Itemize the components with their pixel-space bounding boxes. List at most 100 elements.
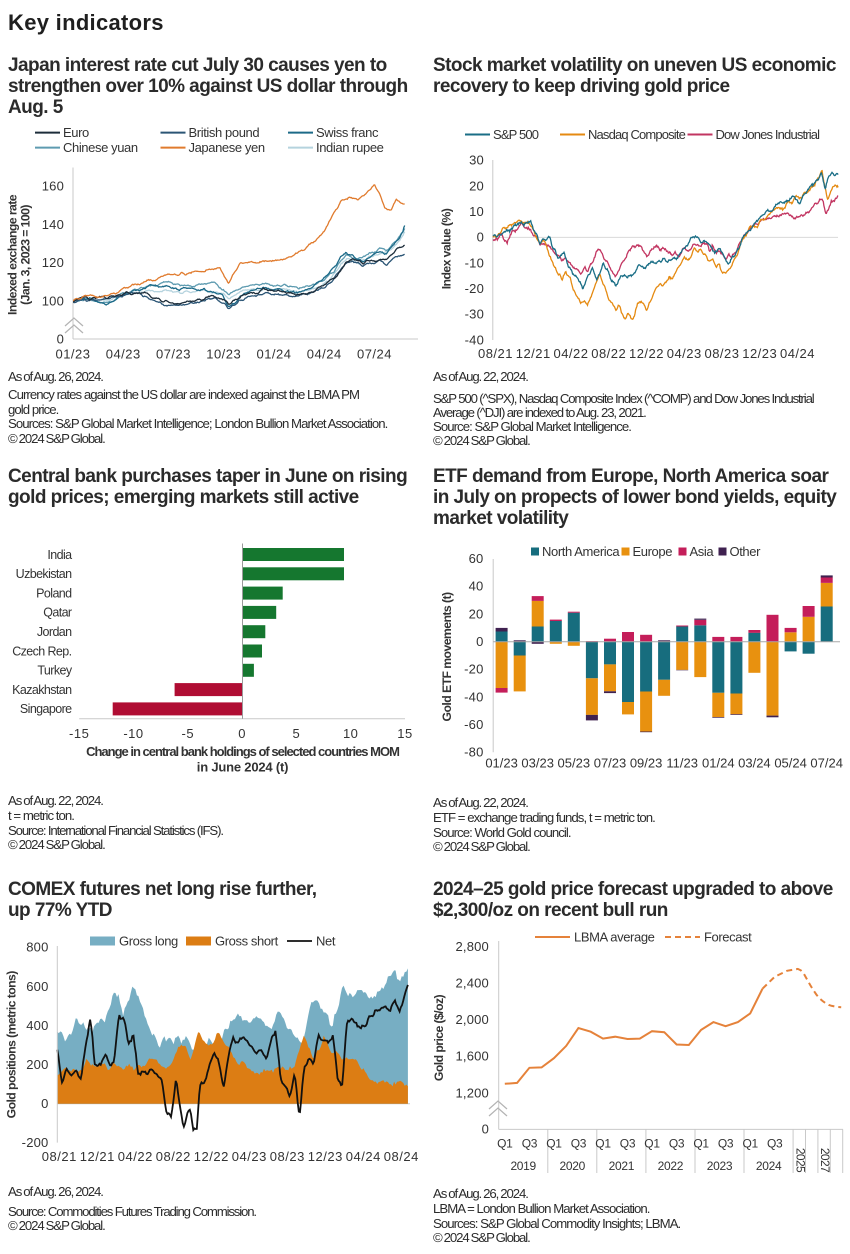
svg-text:Gold positions (metric tons): Gold positions (metric tons) xyxy=(4,971,18,1119)
svg-text:Europe: Europe xyxy=(633,544,673,559)
svg-text:12/21: 12/21 xyxy=(80,1149,115,1164)
svg-text:12/22: 12/22 xyxy=(629,346,664,361)
svg-text:10: 10 xyxy=(343,726,358,741)
svg-text:Turkey: Turkey xyxy=(37,664,72,678)
svg-text:200: 200 xyxy=(26,1057,48,1072)
svg-text:Gross short: Gross short xyxy=(215,933,279,948)
svg-text:-10: -10 xyxy=(123,726,143,741)
svg-text:08/23: 08/23 xyxy=(270,1149,305,1164)
svg-text:-200: -200 xyxy=(22,1135,49,1150)
svg-text:0: 0 xyxy=(482,1122,489,1137)
svg-text:01/24: 01/24 xyxy=(702,756,735,771)
svg-text:01/23: 01/23 xyxy=(55,347,90,362)
svg-text:Uzbekistan: Uzbekistan xyxy=(16,567,72,581)
svg-text:0: 0 xyxy=(57,332,64,347)
svg-text:2027: 2027 xyxy=(818,1148,832,1173)
svg-text:07/23: 07/23 xyxy=(156,347,191,362)
svg-text:2022: 2022 xyxy=(658,1159,684,1173)
svg-text:Q3: Q3 xyxy=(669,1136,685,1150)
svg-text:40: 40 xyxy=(469,579,484,594)
svg-text:Q1: Q1 xyxy=(546,1136,562,1150)
svg-text:Q1: Q1 xyxy=(595,1136,611,1150)
svg-text:North America: North America xyxy=(542,544,620,559)
svg-text:Poland: Poland xyxy=(36,586,72,600)
svg-text:03/23: 03/23 xyxy=(521,756,554,771)
svg-text:Nasdaq Composite: Nasdaq Composite xyxy=(588,127,686,142)
svg-text:04/23: 04/23 xyxy=(667,346,702,361)
svg-text:Q1: Q1 xyxy=(742,1136,758,1150)
svg-text:12/23: 12/23 xyxy=(742,346,777,361)
svg-text:-60: -60 xyxy=(464,717,483,732)
svg-text:20: 20 xyxy=(469,178,484,193)
svg-text:-80: -80 xyxy=(464,745,483,760)
svg-text:S&P 500: S&P 500 xyxy=(493,127,539,142)
svg-text:Q3: Q3 xyxy=(718,1136,734,1150)
svg-text:2024: 2024 xyxy=(756,1159,782,1173)
svg-text:Q1: Q1 xyxy=(497,1136,513,1150)
svg-text:20: 20 xyxy=(469,606,484,621)
svg-text:05/23: 05/23 xyxy=(558,756,591,771)
svg-text:Net: Net xyxy=(316,933,336,948)
svg-text:04/23: 04/23 xyxy=(106,347,141,362)
svg-text:05/24: 05/24 xyxy=(774,756,807,771)
svg-text:0: 0 xyxy=(41,1096,48,1111)
svg-text:Q3: Q3 xyxy=(522,1136,538,1150)
svg-text:08/22: 08/22 xyxy=(591,346,626,361)
svg-text:Gross long: Gross long xyxy=(119,933,178,948)
svg-text:08/23: 08/23 xyxy=(704,346,739,361)
svg-text:Czech Rep.: Czech Rep. xyxy=(12,644,71,658)
svg-text:Change in central bank holding: Change in central bank holdings of selec… xyxy=(86,744,399,759)
svg-text:Other: Other xyxy=(730,544,762,559)
svg-text:04/22: 04/22 xyxy=(118,1149,153,1164)
svg-text:03/24: 03/24 xyxy=(738,756,771,771)
svg-text:Q3: Q3 xyxy=(767,1136,783,1150)
svg-text:60: 60 xyxy=(469,551,484,566)
svg-text:-5: -5 xyxy=(182,726,195,741)
svg-text:Gold price ($/oz): Gold price ($/oz) xyxy=(432,994,446,1081)
svg-text:in June 2024 (t): in June 2024 (t) xyxy=(197,760,288,775)
svg-text:12/21: 12/21 xyxy=(516,346,551,361)
svg-text:04/24: 04/24 xyxy=(307,347,342,362)
svg-text:08/24: 08/24 xyxy=(384,1149,419,1164)
svg-text:04/22: 04/22 xyxy=(553,346,588,361)
svg-text:09/23: 09/23 xyxy=(630,756,663,771)
svg-text:0: 0 xyxy=(476,634,483,649)
svg-text:India: India xyxy=(47,548,72,562)
svg-text:1,600: 1,600 xyxy=(455,1049,489,1064)
svg-text:5: 5 xyxy=(293,726,301,741)
svg-text:120: 120 xyxy=(42,255,64,270)
svg-text:-40: -40 xyxy=(465,332,484,347)
svg-text:160: 160 xyxy=(42,179,64,194)
svg-text:30: 30 xyxy=(469,153,484,168)
svg-text:1,200: 1,200 xyxy=(455,1085,489,1100)
svg-text:400: 400 xyxy=(26,1018,48,1033)
svg-text:(Jan. 3, 2023 = 100): (Jan. 3, 2023 = 100) xyxy=(19,205,33,305)
svg-text:08/21: 08/21 xyxy=(42,1149,77,1164)
svg-text:04/24: 04/24 xyxy=(346,1149,381,1164)
svg-text:01/23: 01/23 xyxy=(485,756,518,771)
svg-text:Asia: Asia xyxy=(690,544,715,559)
svg-text:11/23: 11/23 xyxy=(666,756,698,771)
svg-text:Q3: Q3 xyxy=(620,1136,636,1150)
svg-text:Singapore: Singapore xyxy=(20,702,72,716)
svg-text:Japanese yen: Japanese yen xyxy=(189,140,265,155)
svg-text:2019: 2019 xyxy=(510,1159,536,1173)
svg-text:Forecast: Forecast xyxy=(704,929,752,944)
svg-text:2023: 2023 xyxy=(707,1159,733,1173)
svg-text:07/24: 07/24 xyxy=(810,756,843,771)
svg-text:2,000: 2,000 xyxy=(455,1012,489,1027)
svg-text:Jordan: Jordan xyxy=(37,625,72,639)
svg-text:Swiss franc: Swiss franc xyxy=(316,125,379,140)
svg-text:10/23: 10/23 xyxy=(206,347,241,362)
svg-text:07/24: 07/24 xyxy=(357,347,392,362)
svg-text:01/24: 01/24 xyxy=(256,347,291,362)
svg-text:08/21: 08/21 xyxy=(478,346,513,361)
svg-text:800: 800 xyxy=(26,940,48,955)
svg-text:15: 15 xyxy=(397,726,412,741)
svg-text:Euro: Euro xyxy=(63,125,89,140)
svg-text:600: 600 xyxy=(26,979,48,994)
svg-text:Indexed exchange rate: Indexed exchange rate xyxy=(6,194,20,315)
svg-text:-10: -10 xyxy=(465,255,484,270)
svg-text:2,800: 2,800 xyxy=(455,939,489,954)
svg-text:140: 140 xyxy=(42,217,64,232)
